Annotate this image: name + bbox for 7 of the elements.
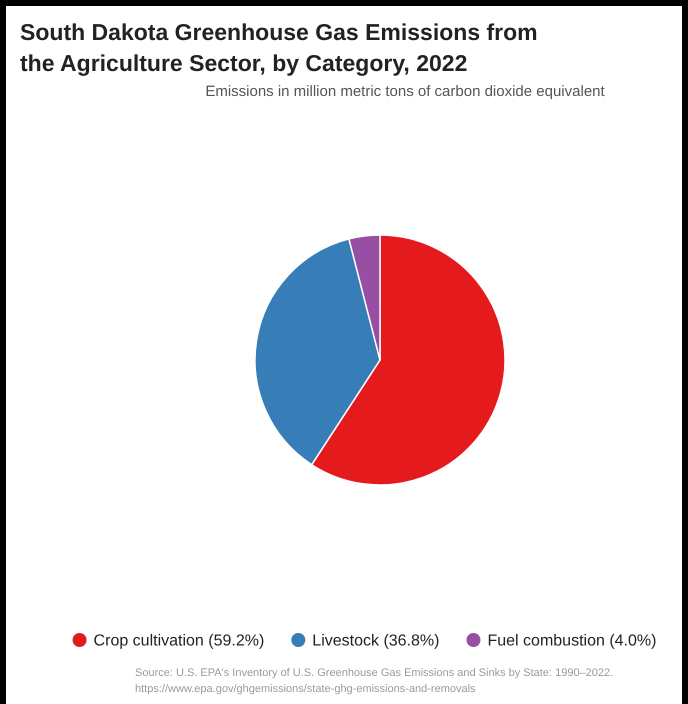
chart-title: South Dakota Greenhouse Gas Emissions from the Agriculture Sector, by Category, 2022 bbox=[20, 19, 538, 76]
source-note: Source: U.S. EPA's Inventory of U.S. Greenhouse Gas Emissions and Sinks by State: 1990–2022. bbox=[135, 667, 614, 679]
chart-subtitle: Emissions in million metric tons of carbon dioxide equivalent bbox=[205, 83, 606, 100]
text: https://www.epa.gov/ghgemissions/state-ghg-emissions-and-removals bbox=[135, 683, 476, 695]
legend-label: Livestock (36.8%) bbox=[312, 632, 440, 650]
legend-label: Crop cultivation (59.2%) bbox=[94, 632, 264, 650]
legend-label: Fuel combustion (4.0%) bbox=[487, 632, 656, 650]
